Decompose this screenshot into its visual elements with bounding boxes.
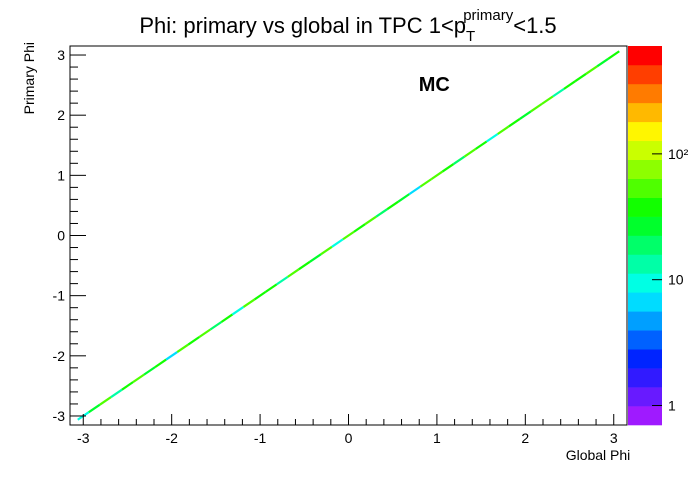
cell	[519, 110, 532, 120]
color-band	[628, 140, 662, 160]
x-tick-label: 3	[610, 430, 618, 446]
color-band	[628, 330, 662, 350]
cell	[585, 65, 598, 75]
z-tick-label: 10	[668, 272, 684, 288]
x-tick-label: -2	[165, 430, 178, 446]
cell	[121, 381, 134, 391]
cell	[264, 283, 278, 293]
color-band	[628, 46, 662, 66]
cell	[220, 313, 234, 323]
cell	[132, 373, 145, 384]
cell	[187, 336, 200, 346]
cell	[419, 178, 433, 188]
cell	[154, 358, 167, 369]
annotation: MC	[419, 74, 450, 96]
color-band	[628, 406, 662, 426]
cell	[176, 343, 189, 353]
color-band	[628, 292, 662, 312]
cell	[276, 275, 289, 286]
color-band	[628, 349, 662, 369]
color-band	[628, 102, 662, 123]
x-tick-label: 2	[521, 430, 529, 446]
cell	[386, 200, 399, 211]
y-tick-label: 2	[57, 107, 65, 123]
cell	[530, 102, 543, 113]
x-axis-label: Global Phi	[566, 447, 631, 463]
title-part: Phi: primary vs global in TPC 1<p	[139, 13, 466, 38]
cell	[198, 328, 211, 338]
cell	[320, 245, 333, 256]
color-band	[628, 83, 662, 104]
color-band	[628, 64, 662, 85]
cell	[342, 230, 355, 241]
color-band	[628, 387, 662, 407]
cell	[563, 80, 576, 90]
title-superscript: primary	[463, 7, 514, 24]
color-band	[628, 235, 662, 255]
cell	[231, 306, 245, 316]
cell	[497, 125, 510, 135]
cell	[486, 133, 499, 143]
cell	[309, 253, 322, 263]
color-band	[628, 178, 662, 198]
cell	[298, 260, 311, 271]
y-axis-label: Primary Phi	[21, 42, 37, 114]
cell	[331, 238, 344, 248]
x-tick-label: 0	[345, 430, 353, 446]
cell	[143, 366, 156, 376]
cell	[353, 223, 366, 233]
color-band	[628, 121, 662, 142]
cell	[474, 140, 488, 150]
y-tick-label: 1	[57, 167, 65, 183]
cell	[397, 193, 410, 203]
cell	[408, 185, 421, 196]
cell	[508, 118, 521, 128]
cell	[99, 396, 112, 406]
y-tick-label: -2	[53, 348, 66, 364]
y-tick-label: -1	[53, 288, 66, 304]
cell	[574, 72, 587, 83]
title-subscript: T	[466, 28, 475, 45]
cell	[242, 298, 256, 308]
cell	[253, 290, 267, 301]
y-tick-label: 3	[57, 47, 65, 63]
color-band	[628, 311, 662, 331]
cell	[441, 163, 455, 173]
cell	[452, 155, 466, 165]
color-band	[628, 216, 662, 236]
x-tick-label: -1	[254, 430, 267, 446]
x-tick-label: -3	[77, 430, 90, 446]
cell	[463, 148, 477, 158]
color-band	[628, 159, 662, 179]
y-tick-label: 0	[57, 228, 65, 244]
y-tick-label: -3	[53, 408, 66, 424]
chart-title: Phi: primary vs global in TPC 1<pTprimar…	[139, 7, 556, 45]
cell	[110, 388, 123, 399]
cell	[375, 208, 388, 218]
cell	[165, 351, 178, 361]
cell	[541, 95, 554, 105]
x-tick-label: 1	[433, 430, 441, 446]
cell	[607, 50, 620, 60]
title-part: <1.5	[513, 13, 556, 38]
cell	[596, 57, 609, 68]
cell	[430, 170, 444, 181]
color-band	[628, 197, 662, 217]
z-tick-label: 1	[668, 398, 676, 414]
cell	[209, 321, 223, 331]
z-tick-label: 10²	[668, 146, 689, 162]
cell	[552, 87, 565, 98]
color-band	[628, 368, 662, 388]
cell	[364, 215, 377, 226]
cell	[287, 268, 300, 278]
color-band	[628, 273, 662, 293]
color-band	[628, 254, 662, 274]
cell	[88, 403, 101, 414]
